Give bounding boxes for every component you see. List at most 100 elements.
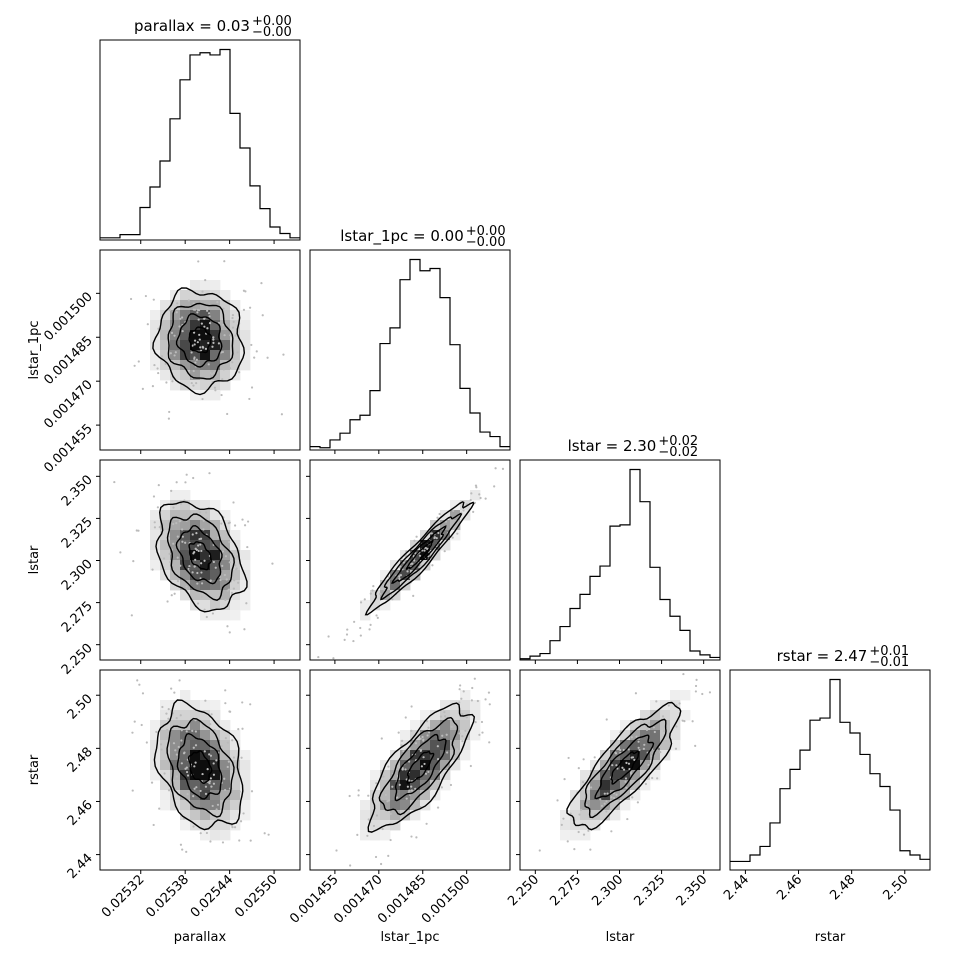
x-tick-label-rstar: 2.46 bbox=[774, 872, 805, 903]
density-cell bbox=[600, 790, 611, 801]
sample-point bbox=[577, 767, 580, 770]
sample-point bbox=[199, 537, 203, 540]
sample-point bbox=[694, 744, 697, 747]
sample-point bbox=[215, 808, 218, 811]
sample-point bbox=[170, 687, 173, 690]
sample-point bbox=[460, 697, 463, 700]
sample-point bbox=[683, 720, 686, 723]
sample-point bbox=[242, 289, 246, 292]
sample-point bbox=[231, 826, 234, 829]
sample-point bbox=[458, 732, 461, 735]
sample-point bbox=[192, 331, 196, 334]
sample-point bbox=[451, 536, 454, 539]
sample-point bbox=[656, 777, 659, 780]
sample-point bbox=[195, 786, 198, 789]
sample-point bbox=[651, 776, 654, 780]
sample-point bbox=[231, 739, 234, 742]
density-cell bbox=[630, 740, 641, 751]
pair-panel-lstar_1pc-lstar bbox=[306, 459, 511, 664]
sample-point bbox=[408, 789, 411, 792]
sample-point bbox=[587, 829, 590, 832]
sample-point bbox=[181, 540, 184, 543]
sample-point bbox=[655, 700, 658, 703]
sample-point bbox=[205, 615, 208, 619]
sample-point bbox=[209, 777, 212, 780]
sample-point bbox=[635, 735, 638, 738]
density-cell bbox=[200, 770, 211, 781]
x-tick-label-rstar: 2.48 bbox=[827, 872, 858, 903]
sample-point bbox=[179, 502, 183, 505]
sample-point bbox=[404, 554, 407, 558]
density-cell bbox=[230, 790, 241, 801]
diag-panel-rstar bbox=[729, 669, 931, 874]
sample-point bbox=[563, 777, 566, 781]
density-cell bbox=[190, 780, 201, 791]
sample-point bbox=[178, 325, 181, 328]
sample-point bbox=[357, 794, 360, 797]
sample-point bbox=[375, 782, 378, 785]
sample-point bbox=[352, 639, 355, 643]
sample-point bbox=[410, 705, 413, 708]
density-cell bbox=[370, 600, 381, 611]
sample-point bbox=[201, 371, 204, 375]
sample-point bbox=[119, 551, 122, 554]
sample-point bbox=[167, 789, 171, 792]
sample-point bbox=[212, 782, 216, 785]
sample-point bbox=[216, 803, 220, 806]
sample-point bbox=[200, 571, 203, 574]
sample-point bbox=[266, 356, 269, 359]
density-cell bbox=[240, 800, 251, 811]
density-cell bbox=[410, 790, 421, 801]
sample-point bbox=[402, 561, 405, 564]
density-cell bbox=[170, 320, 181, 331]
sample-point bbox=[487, 691, 491, 694]
density-cell bbox=[430, 530, 441, 541]
density-cell bbox=[640, 760, 651, 771]
density-cell bbox=[630, 730, 641, 741]
sample-point bbox=[357, 789, 360, 792]
sample-point bbox=[246, 520, 250, 523]
density-cell bbox=[400, 780, 411, 791]
density-cell bbox=[670, 710, 681, 721]
sample-point bbox=[424, 772, 428, 775]
sample-point bbox=[203, 608, 206, 611]
density-cell bbox=[160, 790, 171, 801]
density-cell bbox=[160, 340, 171, 351]
sample-point bbox=[226, 765, 229, 769]
density-cell bbox=[170, 500, 181, 511]
density-cell bbox=[420, 780, 431, 791]
sample-point bbox=[638, 748, 641, 752]
sample-point bbox=[235, 567, 238, 570]
contour-level-3 bbox=[152, 287, 246, 396]
sample-point bbox=[232, 756, 236, 759]
sample-point bbox=[436, 745, 439, 748]
sample-point bbox=[421, 735, 424, 739]
density-cell bbox=[160, 730, 171, 741]
sample-point bbox=[194, 558, 197, 561]
density-cell bbox=[180, 320, 191, 331]
sample-point bbox=[197, 260, 200, 263]
sample-point bbox=[211, 612, 215, 615]
density-cell bbox=[390, 580, 401, 591]
sample-point bbox=[387, 765, 390, 768]
density-cell bbox=[170, 750, 181, 761]
density-cell bbox=[170, 770, 181, 781]
sample-point bbox=[221, 841, 225, 844]
sample-point bbox=[206, 727, 209, 730]
density-cell bbox=[660, 710, 671, 721]
density-cell bbox=[200, 560, 211, 571]
sample-point bbox=[212, 341, 215, 344]
density-cell bbox=[650, 710, 661, 721]
sample-point bbox=[214, 389, 217, 392]
title-err-plus-lstar: +0.02 bbox=[658, 434, 698, 449]
density-cell bbox=[160, 350, 171, 361]
density-cell bbox=[200, 700, 211, 711]
contour-level-2 bbox=[380, 512, 463, 601]
sample-point bbox=[137, 529, 140, 532]
sample-point bbox=[204, 699, 207, 702]
sample-point bbox=[243, 524, 247, 527]
sample-point bbox=[231, 361, 234, 364]
sample-point bbox=[253, 356, 256, 359]
sample-point bbox=[415, 535, 418, 538]
sample-point bbox=[231, 313, 235, 317]
